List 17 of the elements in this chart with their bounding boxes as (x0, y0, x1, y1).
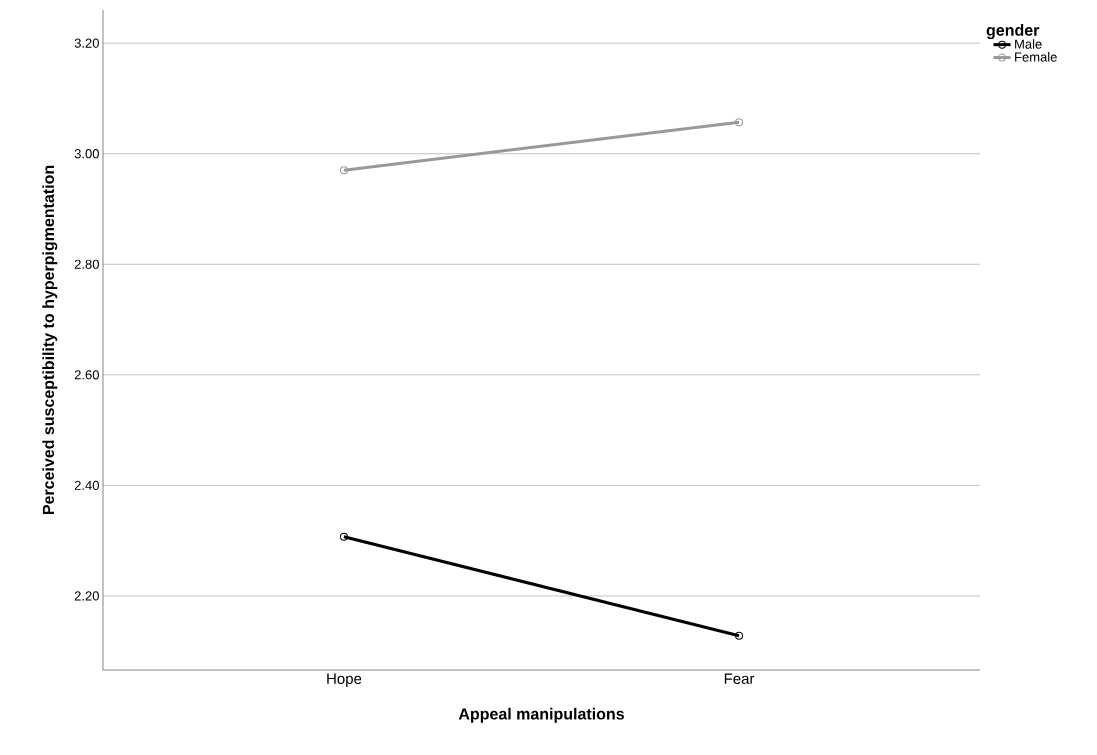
point (339, 166, 348, 175)
y-tick-label: 2.60 (74, 370, 99, 380)
point (339, 532, 348, 541)
y-tick-label: 2.80 (74, 259, 99, 269)
x-tick-label: Fear (724, 673, 755, 684)
y-tick-label: 3.00 (74, 149, 99, 159)
point (735, 118, 744, 127)
y-tick-label: 2.40 (74, 480, 99, 490)
y-axis-title: Perceived susceptibility to hyperpigmentation (42, 165, 58, 515)
x-axis-title: Appeal manipulations (458, 707, 624, 723)
y-tick-label: 2.20 (74, 591, 99, 601)
legend-label: Male (1015, 39, 1042, 49)
x-tick-label: Hope (327, 673, 362, 687)
point (735, 631, 744, 640)
legend-title: gender (986, 24, 1040, 40)
legend-label: Female (1015, 52, 1057, 62)
y-tick-label: 3.20 (74, 38, 99, 48)
